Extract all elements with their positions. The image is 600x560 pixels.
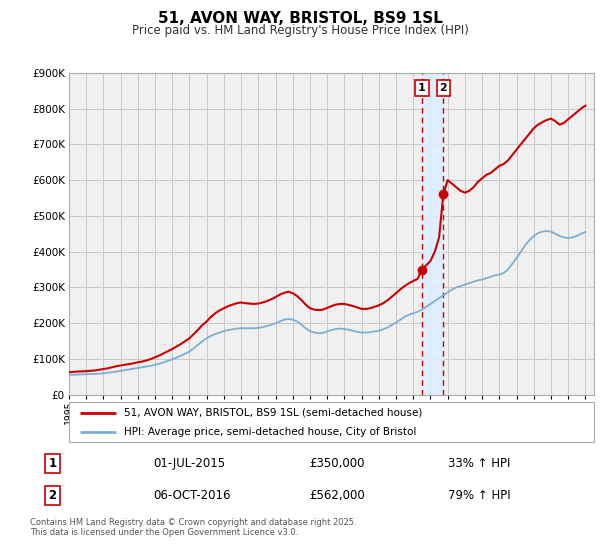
- Text: 01-JUL-2015: 01-JUL-2015: [153, 457, 225, 470]
- FancyBboxPatch shape: [69, 402, 594, 442]
- Text: 2: 2: [48, 489, 56, 502]
- Text: 51, AVON WAY, BRISTOL, BS9 1SL: 51, AVON WAY, BRISTOL, BS9 1SL: [158, 11, 442, 26]
- Text: 1: 1: [418, 83, 426, 93]
- Text: 51, AVON WAY, BRISTOL, BS9 1SL (semi-detached house): 51, AVON WAY, BRISTOL, BS9 1SL (semi-det…: [124, 408, 422, 418]
- Text: 06-OCT-2016: 06-OCT-2016: [153, 489, 230, 502]
- Text: Contains HM Land Registry data © Crown copyright and database right 2025.
This d: Contains HM Land Registry data © Crown c…: [30, 518, 356, 538]
- Text: HPI: Average price, semi-detached house, City of Bristol: HPI: Average price, semi-detached house,…: [124, 427, 416, 436]
- Text: 1: 1: [48, 457, 56, 470]
- Text: £350,000: £350,000: [309, 457, 365, 470]
- Text: Price paid vs. HM Land Registry's House Price Index (HPI): Price paid vs. HM Land Registry's House …: [131, 24, 469, 36]
- Text: 33% ↑ HPI: 33% ↑ HPI: [449, 457, 511, 470]
- Text: 79% ↑ HPI: 79% ↑ HPI: [449, 489, 511, 502]
- Text: £562,000: £562,000: [309, 489, 365, 502]
- Text: 2: 2: [440, 83, 447, 93]
- Bar: [422, 73, 443, 395]
